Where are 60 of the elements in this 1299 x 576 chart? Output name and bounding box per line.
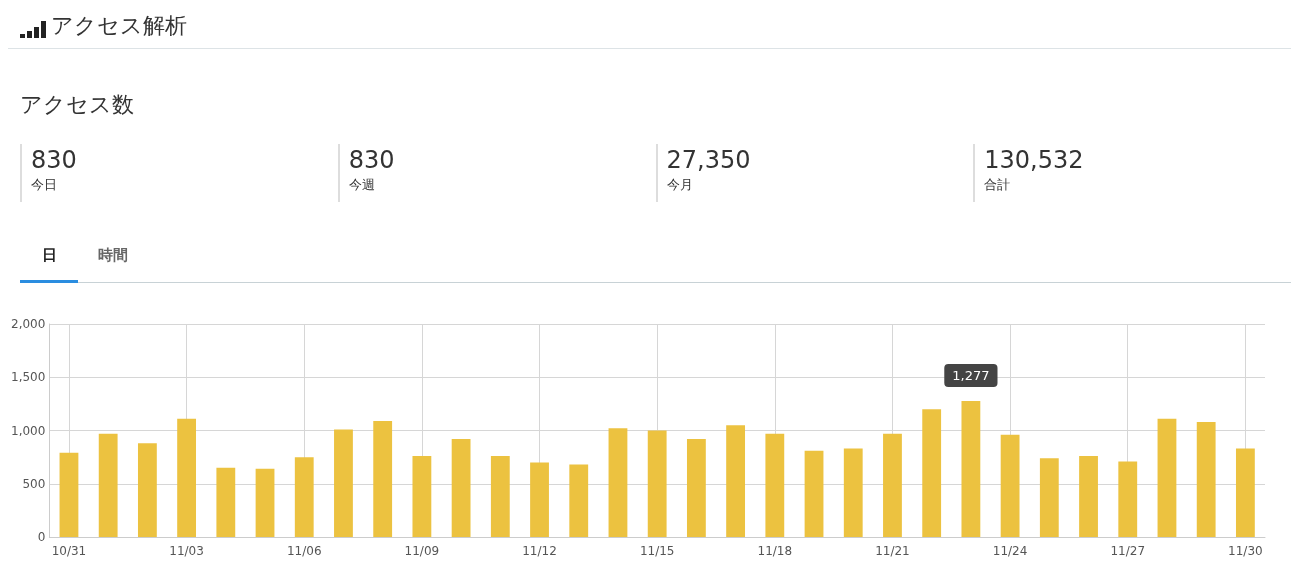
- bar: [1079, 456, 1098, 537]
- y-tick-label: 1,000: [10, 423, 46, 438]
- bar: [451, 439, 471, 537]
- text: 日: [20, 230, 78, 283]
- text: 830: [31, 145, 78, 176]
- bar: [216, 467, 236, 537]
- x-tick-label: 11/03: [169, 544, 204, 558]
- bar: [1157, 418, 1177, 537]
- bar: [647, 430, 667, 537]
- y-tick-label: 1,500: [10, 370, 46, 385]
- x-tick-label: 11/06: [286, 544, 322, 558]
- text: アクセス解析: [51, 12, 187, 40]
- text: 830: [348, 145, 396, 176]
- bar: [765, 433, 785, 537]
- y-tick-label: 500: [22, 476, 46, 491]
- bar: [334, 429, 353, 537]
- bar: [883, 433, 902, 537]
- text: 今週: [348, 176, 376, 194]
- x-tick-label: 10/31: [51, 544, 87, 558]
- y-tick-label: 2,000: [10, 317, 46, 331]
- text: 今日: [31, 176, 58, 194]
- bar: [412, 456, 432, 537]
- x-tick-label: 11/15: [639, 544, 675, 558]
- bar: [843, 448, 863, 537]
- bar: [961, 401, 981, 537]
- x-tick-label: 11/09: [404, 544, 440, 558]
- x-tick-label: 11/18: [757, 544, 793, 558]
- bar: [1039, 458, 1059, 537]
- text: 130,532: [984, 145, 1085, 176]
- data-label: 1,277: [952, 368, 990, 383]
- bar: [726, 425, 746, 537]
- y-tick-label: 0: [37, 530, 46, 544]
- bar: [373, 420, 393, 537]
- x-tick-label: 11/12: [522, 544, 557, 558]
- bar: [1235, 448, 1255, 537]
- text: 27,350: [666, 145, 752, 176]
- bar: [59, 452, 79, 537]
- text: アクセス数: [20, 91, 134, 119]
- bar: [608, 428, 628, 537]
- bar: [569, 464, 589, 537]
- bar: [177, 418, 197, 537]
- bar: [1118, 461, 1138, 537]
- bar: [137, 443, 157, 537]
- bar: [98, 433, 118, 537]
- x-tick-label: 11/30: [1228, 544, 1263, 558]
- bar: [804, 450, 824, 537]
- bar: [294, 457, 314, 537]
- bar: [686, 439, 706, 537]
- text: 時間: [97, 245, 129, 266]
- x-tick-label: 11/27: [1110, 544, 1146, 558]
- bar: [1196, 421, 1216, 537]
- bar: [490, 456, 510, 537]
- x-tick-label: 11/21: [875, 544, 910, 558]
- x-tick-label: 11/24: [992, 544, 1028, 558]
- bar: [922, 409, 942, 537]
- text: 合計: [984, 176, 1012, 194]
- bar: [1000, 434, 1020, 537]
- bar: [255, 468, 275, 537]
- bar: [530, 462, 549, 537]
- text: 今月: [666, 176, 694, 194]
